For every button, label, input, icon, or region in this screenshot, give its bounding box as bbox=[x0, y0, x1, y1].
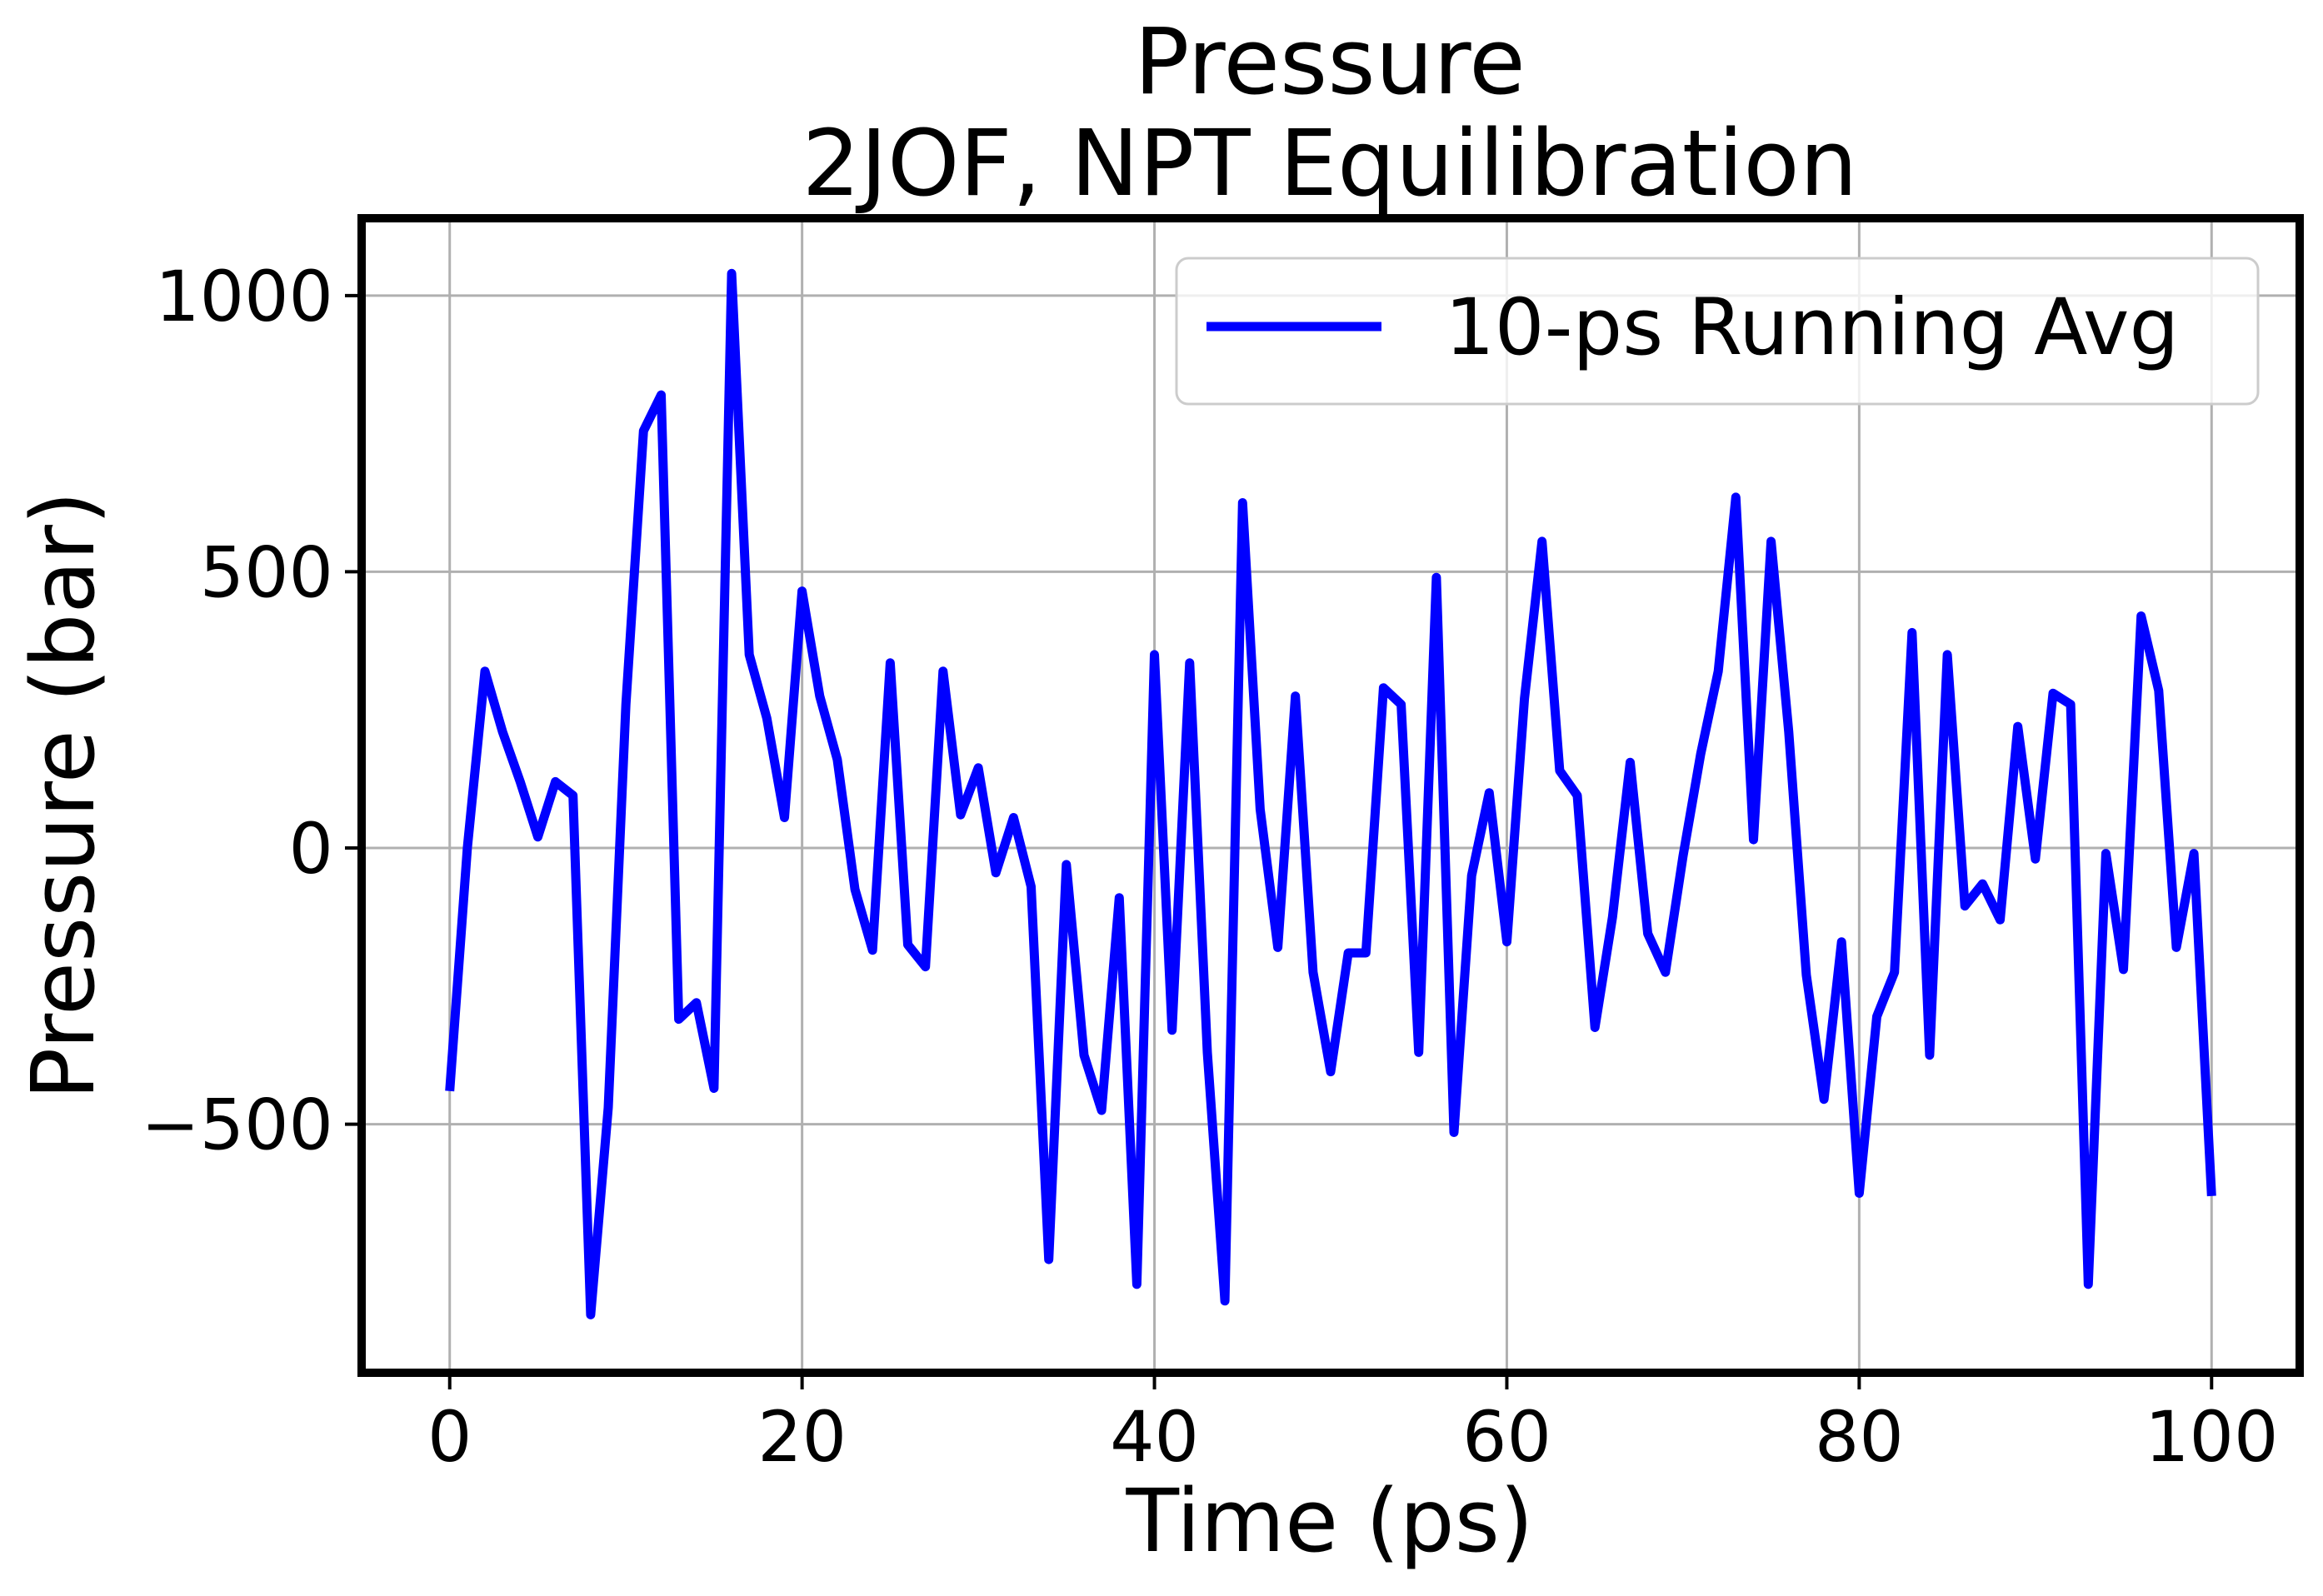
series-line bbox=[445, 268, 2216, 1319]
x-tick-label: 80 bbox=[1815, 1396, 1904, 1478]
x-tick-label: 100 bbox=[2145, 1396, 2278, 1478]
legend-label: 10-ps Running Avg bbox=[1445, 282, 2179, 373]
x-tick-label: 0 bbox=[427, 1396, 472, 1478]
y-axis-label: Pressure (bar) bbox=[12, 491, 114, 1100]
y-axis-ticks: −500 0 500 1000 bbox=[141, 256, 362, 1166]
x-tick-label: 20 bbox=[757, 1396, 847, 1478]
x-axis-ticks: 0 20 40 60 80 100 bbox=[427, 1373, 2278, 1478]
legend-box bbox=[1175, 257, 2260, 406]
y-tick-label: 0 bbox=[289, 808, 333, 890]
plot-frame bbox=[357, 214, 2304, 1377]
legend: 10-ps Running Avg bbox=[1175, 257, 2260, 406]
chart-subtitle: 2JOF, NPT Equilibration bbox=[802, 110, 1858, 217]
y-tick-label: 500 bbox=[200, 531, 333, 613]
x-axis-label: Time (ps) bbox=[1126, 1470, 1534, 1572]
y-tick-label: 1000 bbox=[155, 256, 333, 337]
chart-title: Pressure bbox=[1134, 8, 1526, 115]
x-tick-label: 60 bbox=[1462, 1396, 1551, 1478]
series-layer bbox=[445, 268, 2216, 1319]
y-tick-label: −500 bbox=[141, 1085, 333, 1166]
x-tick-label: 40 bbox=[1110, 1396, 1199, 1478]
